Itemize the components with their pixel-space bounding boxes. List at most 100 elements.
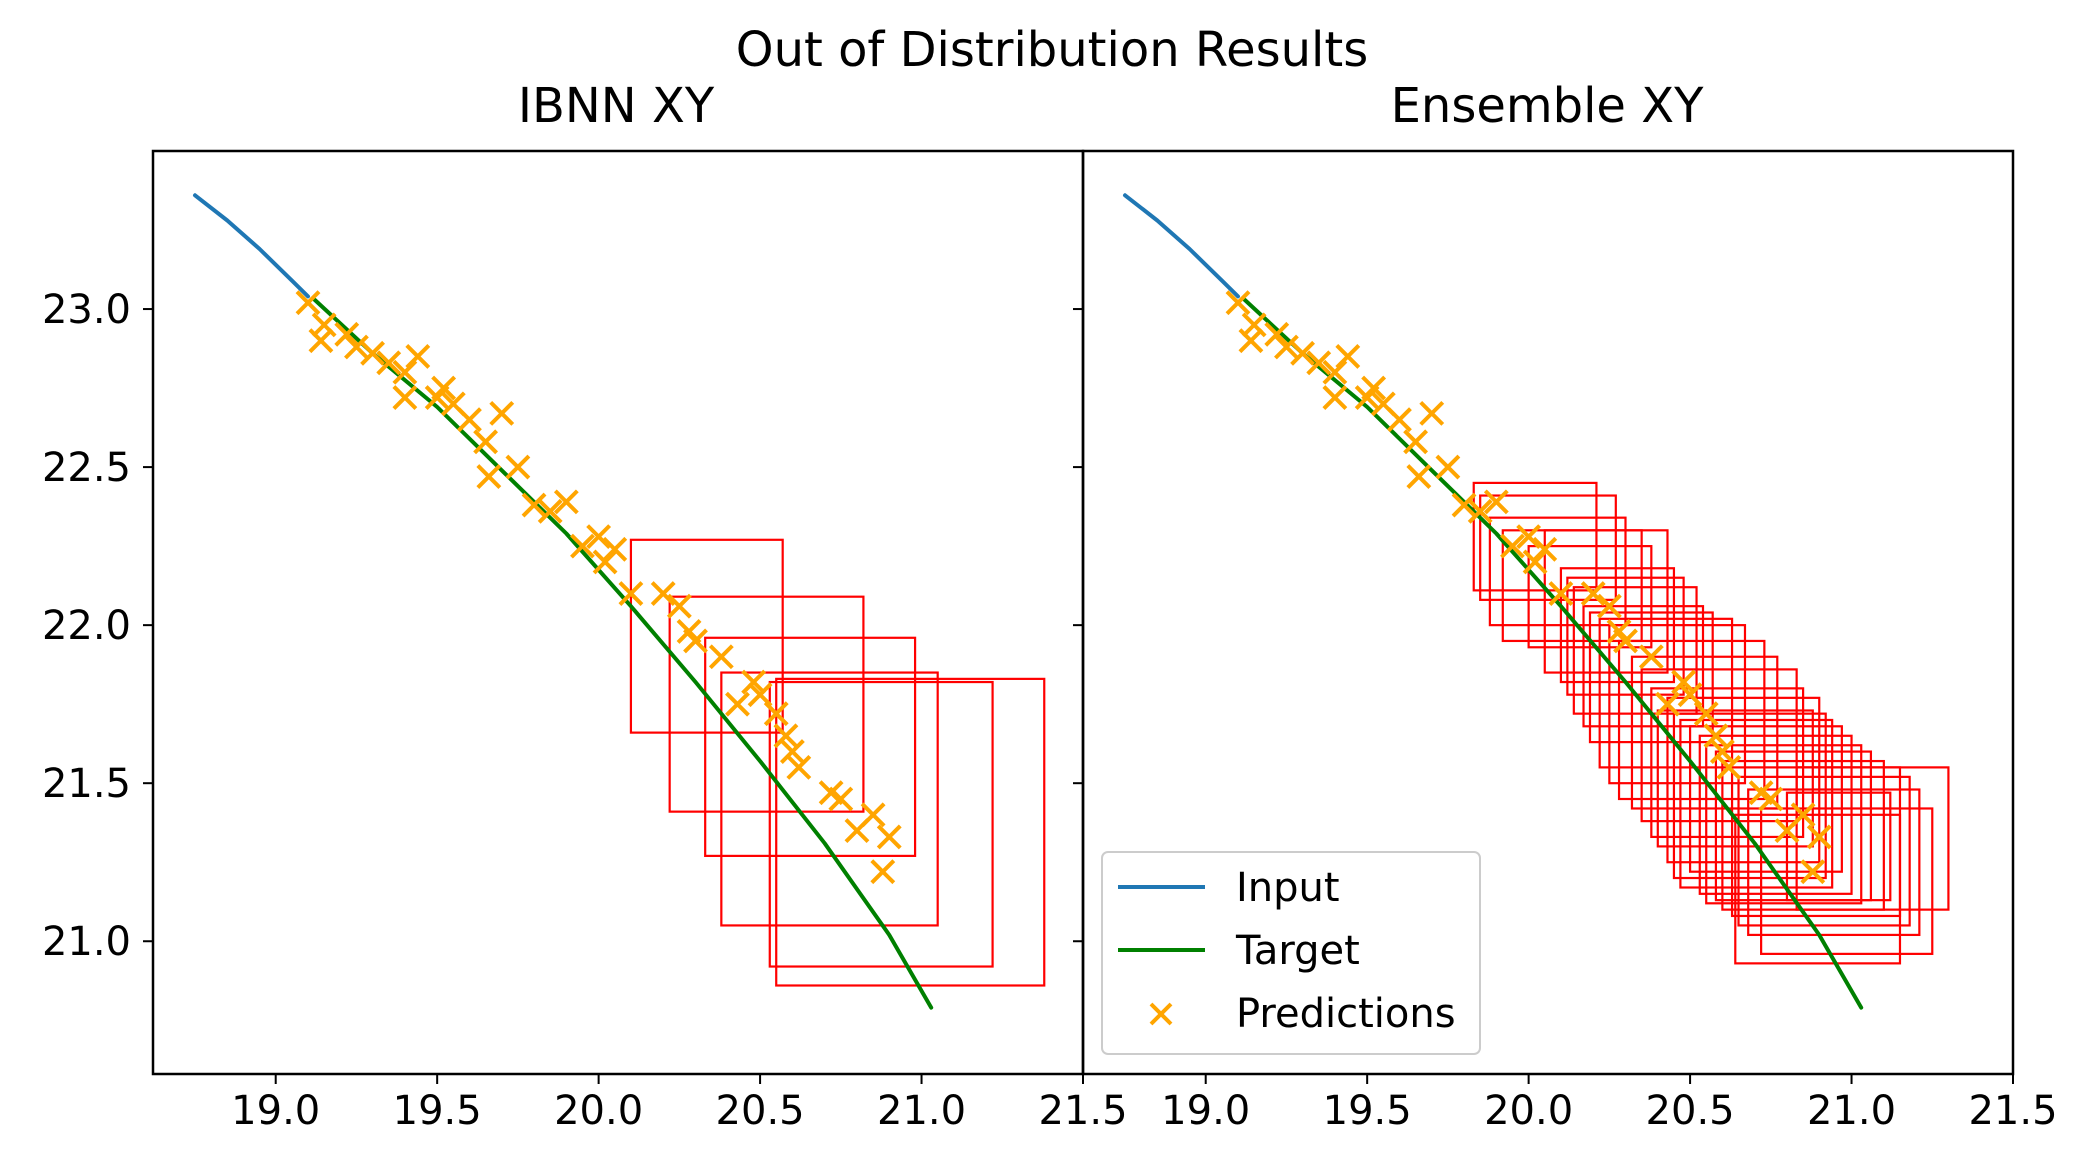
ensemble-prediction-point-24 xyxy=(1532,536,1558,562)
ibnn-prediction-point-24 xyxy=(602,536,628,562)
ibnn-prediction-point-16 xyxy=(476,464,502,489)
legend-label-target: Target xyxy=(1235,928,1360,974)
ensemble-prediction-point-43 xyxy=(1800,859,1826,885)
ibnn-box-4 xyxy=(768,680,994,968)
ibnn-prediction-point-2 xyxy=(308,328,334,354)
ensemble-prediction-point-22 xyxy=(1516,524,1542,550)
ibnn-prediction-point-25 xyxy=(618,581,644,606)
ibnn-prediction-point-29 xyxy=(683,628,708,654)
ibnn-prediction-point-4 xyxy=(344,334,369,360)
ensemble-prediction-point-6 xyxy=(1306,350,1332,376)
ibnn-prediction-point-14 xyxy=(473,429,499,455)
ensemble-prediction-point-19 xyxy=(1467,498,1493,524)
ensemble-prediction-point-2 xyxy=(1238,328,1264,354)
ensemble-box-11 xyxy=(1598,617,1734,769)
ibnn-x-tick-label-3: 20.5 xyxy=(716,1088,805,1134)
ensemble-input-line xyxy=(1123,193,1240,299)
ensemble-box-30 xyxy=(1785,791,1892,902)
ensemble-box-12 xyxy=(1608,624,1747,785)
ibnn-target-line xyxy=(312,297,934,1010)
ensemble-prediction-point-17 xyxy=(1435,454,1461,480)
ensemble-prediction-point-7 xyxy=(1322,359,1348,385)
ensemble-prediction-point-29 xyxy=(1613,628,1638,654)
ibnn-prediction-point-0 xyxy=(295,290,321,316)
ibnn-prediction-point-15 xyxy=(489,400,515,426)
ensemble-prediction-point-27 xyxy=(1596,593,1622,619)
ensemble-prediction-point-41 xyxy=(1790,802,1816,828)
ensemble-prediction-point-14 xyxy=(1403,429,1429,455)
ensemble-prediction-point-18 xyxy=(1451,492,1477,518)
ibnn-prediction-point-9 xyxy=(392,385,418,410)
ensemble-xy-plot-area xyxy=(1123,193,1950,1010)
ibnn-y-tick-label-3: 22.5 xyxy=(42,445,131,491)
ibnn-xy-ticks: 19.0 19.5 20.0 20.5 21.0 21.5 21.0 21.5 22.0 22.5… xyxy=(42,287,1128,1134)
ensemble-box-20 xyxy=(1679,718,1834,889)
ensemble-box-16 xyxy=(1650,687,1805,839)
ibnn-prediction-point-18 xyxy=(521,492,547,518)
ensemble-box-2 xyxy=(1488,516,1627,627)
ensemble-box-32 xyxy=(1734,813,1902,965)
ibnn-input-line xyxy=(193,193,310,299)
ensemble-xy-frame xyxy=(1081,149,2015,1076)
ensemble-x-tick-label-0: 19.0 xyxy=(1161,1088,1250,1134)
ibnn-prediction-point-21 xyxy=(570,533,595,559)
ibnn-prediction-point-17 xyxy=(505,454,531,480)
ibnn-x-tick-label-2: 20.0 xyxy=(554,1088,643,1134)
ibnn-prediction-point-8 xyxy=(405,344,431,369)
ibnn-prediction-point-43 xyxy=(870,859,896,885)
ensemble-box-1 xyxy=(1479,494,1617,601)
ibnn-box-5 xyxy=(775,677,1046,987)
ibnn-prediction-point-27 xyxy=(666,593,692,619)
ibnn-box-0 xyxy=(629,538,784,734)
ibnn-prediction-point-19 xyxy=(537,498,563,524)
ibnn-y-tick-label-0: 21.0 xyxy=(42,919,131,965)
ibnn-x-tick-label-4: 21.0 xyxy=(877,1088,966,1134)
ibnn-xy-title: IBNN XY xyxy=(518,78,715,134)
ensemble-box-23 xyxy=(1705,744,1863,905)
ibnn-y-tick-label-1: 21.5 xyxy=(42,761,131,807)
ibnn-prediction-point-20 xyxy=(553,489,579,515)
ensemble-box-7 xyxy=(1566,576,1685,696)
ensemble-prediction-point-9 xyxy=(1322,385,1348,410)
ibnn-xy-frame xyxy=(151,149,1085,1076)
ensemble-prediction-point-13 xyxy=(1387,407,1412,433)
ensemble-x-tick-label-3: 20.5 xyxy=(1646,1088,1735,1134)
ensemble-box-8 xyxy=(1572,586,1698,715)
ibnn-prediction-point-39 xyxy=(828,786,854,812)
ensemble-prediction-point-21 xyxy=(1500,533,1525,559)
ensemble-box-28 xyxy=(1747,788,1921,937)
ensemble-prediction-point-15 xyxy=(1419,400,1445,426)
ibnn-prediction-point-37 xyxy=(779,739,805,764)
ensemble-prediction-point-5 xyxy=(1290,340,1315,366)
ibnn-y-tick-label-2: 22.0 xyxy=(42,603,131,649)
ensemble-prediction-point-0 xyxy=(1225,290,1251,316)
ensemble-prediction-point-32 xyxy=(1671,669,1697,695)
ensemble-xy-ticks: 19.0 19.5 20.0 20.5 21.0 21.5 xyxy=(1073,308,2058,1134)
ibnn-prediction-point-13 xyxy=(457,407,482,433)
ibnn-x-tick-label-0: 19.0 xyxy=(231,1088,320,1134)
ibnn-x-tick-label-5: 21.5 xyxy=(1038,1088,1127,1134)
ibnn-prediction-point-34 xyxy=(763,701,789,727)
ibnn-box-2 xyxy=(704,636,917,857)
legend-swatch-predictions xyxy=(1149,1002,1173,1026)
ibnn-x-tick-label-1: 19.5 xyxy=(393,1088,482,1134)
ensemble-prediction-point-37 xyxy=(1709,739,1735,764)
ibnn-prediction-point-7 xyxy=(392,359,418,385)
legend-label-input: Input xyxy=(1236,865,1340,911)
ibnn-prediction-point-31 xyxy=(725,691,750,717)
ensemble-prediction-point-12 xyxy=(1354,385,1380,410)
legend-box xyxy=(1101,851,1481,1055)
ibnn-prediction-point-3 xyxy=(334,321,360,347)
ibnn-prediction-point-23 xyxy=(592,549,618,575)
ensemble-prediction-point-16 xyxy=(1406,464,1432,489)
ensemble-x-tick-label-2: 20.0 xyxy=(1484,1088,1573,1134)
ensemble-box-19 xyxy=(1672,712,1827,880)
ensemble-box-18 xyxy=(1666,696,1821,864)
ibnn-prediction-point-42 xyxy=(876,824,902,850)
ensemble-prediction-point-42 xyxy=(1806,824,1832,850)
ensemble-prediction-point-26 xyxy=(1580,581,1606,606)
ibnn-prediction-point-35 xyxy=(773,723,799,749)
ibnn-prediction-point-5 xyxy=(360,340,385,366)
ensemble-prediction-point-31 xyxy=(1655,691,1680,717)
